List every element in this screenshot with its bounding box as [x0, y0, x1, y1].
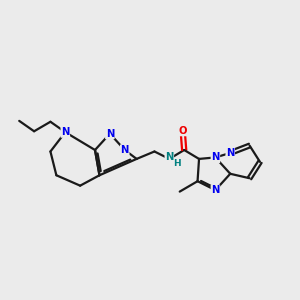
- Text: N: N: [165, 152, 173, 161]
- Text: N: N: [61, 127, 70, 137]
- Text: N: N: [106, 129, 114, 139]
- Text: N: N: [211, 152, 220, 162]
- Text: H: H: [173, 159, 181, 168]
- Text: O: O: [178, 126, 187, 136]
- Text: N: N: [226, 148, 234, 158]
- Text: N: N: [211, 185, 220, 195]
- Text: N: N: [121, 145, 129, 155]
